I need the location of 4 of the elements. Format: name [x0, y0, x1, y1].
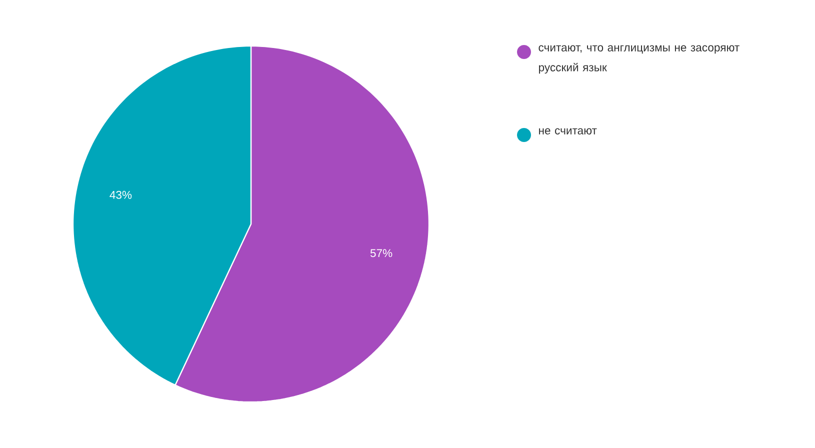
legend-label: считают, что англицизмы не засоряют русский язык	[538, 45, 740, 74]
data-label: 43%	[110, 190, 132, 199]
legend-label: не считают	[539, 128, 597, 134]
data-label: 57%	[370, 249, 392, 258]
